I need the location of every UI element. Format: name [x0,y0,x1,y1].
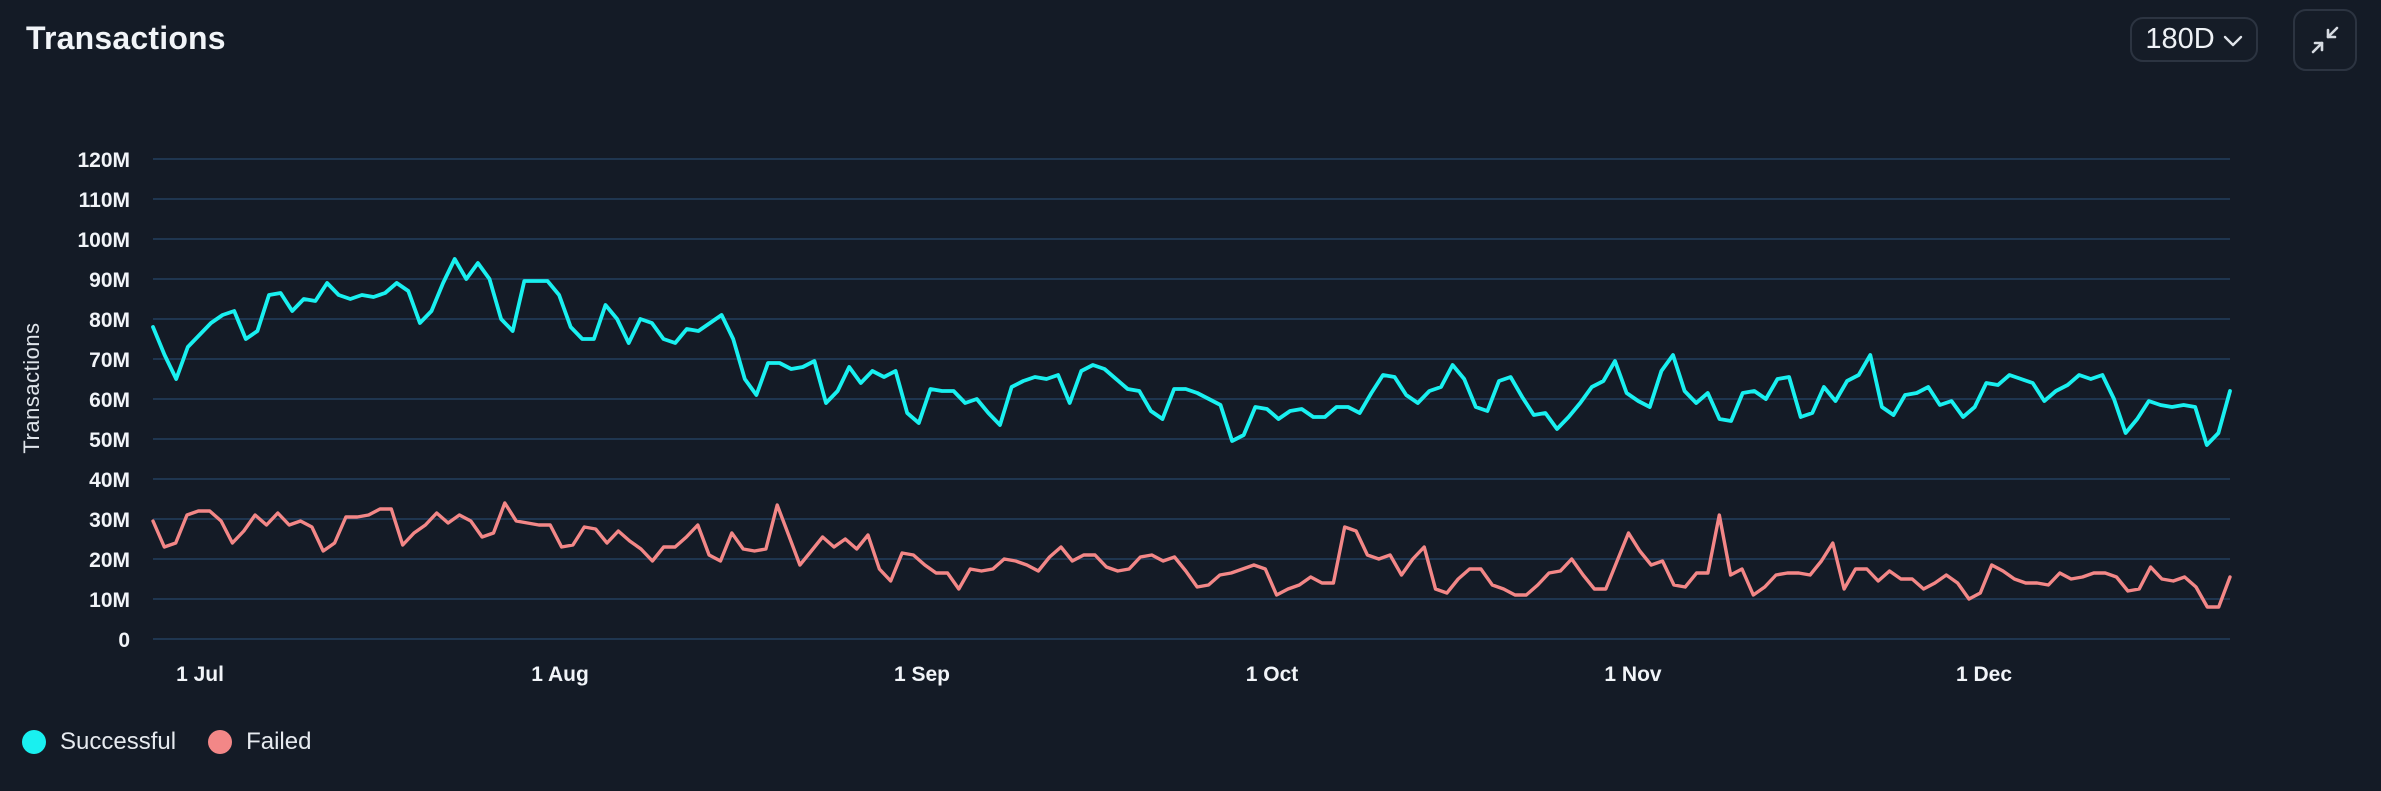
svg-text:1 Aug: 1 Aug [531,663,589,686]
line-chart: 0 10M 20M 30M 40M 50M 60M 70M 80M 90M 100M 110M 120M… [77,149,2232,686]
svg-text:120M: 120M [77,149,130,172]
failed-dot-icon [208,730,233,754]
svg-text:50M: 50M [89,429,130,452]
svg-text:1 Jul: 1 Jul [176,663,224,686]
x-axis-ticks: 1 Jul 1 Aug 1 Sep 1 Oct 1 Nov 1 Dec [176,663,2012,686]
svg-text:30M: 30M [89,509,130,532]
gridlines [153,158,2230,640]
svg-text:10M: 10M [89,589,130,612]
time-range-dropdown[interactable]: 180D [2130,17,2258,62]
svg-text:1 Nov: 1 Nov [1604,663,1662,686]
svg-text:1 Dec: 1 Dec [1956,663,2012,686]
legend-label: Failed [246,728,312,755]
collapse-arrows-icon [2311,26,2339,54]
svg-text:1 Oct: 1 Oct [1246,663,1299,686]
page-title: Transactions [26,20,226,56]
collapse-button[interactable] [2293,9,2357,71]
legend-item-successful[interactable]: Successful [22,728,176,756]
time-range-label: 180D [2145,23,2215,55]
svg-text:110M: 110M [79,189,130,212]
svg-text:100M: 100M [77,229,130,252]
legend-label: Successful [60,728,177,755]
svg-text:60M: 60M [89,389,130,412]
svg-text:1 Sep: 1 Sep [894,663,950,686]
successful-series-line [151,257,2232,447]
svg-text:20M: 20M [89,549,130,572]
y-axis-ticks: 0 10M 20M 30M 40M 50M 60M 70M 80M 90M 100M 110M 120M [77,149,130,652]
svg-text:80M: 80M [89,309,130,332]
legend-item-failed[interactable]: Failed [208,728,311,756]
svg-text:90M: 90M [89,269,130,292]
svg-text:40M: 40M [89,469,130,492]
chevron-down-icon [2223,35,2242,47]
chart-legend: Successful Failed [22,728,311,756]
svg-text:70M: 70M [89,349,130,372]
successful-dot-icon [22,730,46,754]
failed-series-line [151,501,2232,609]
svg-text:0: 0 [118,629,130,652]
